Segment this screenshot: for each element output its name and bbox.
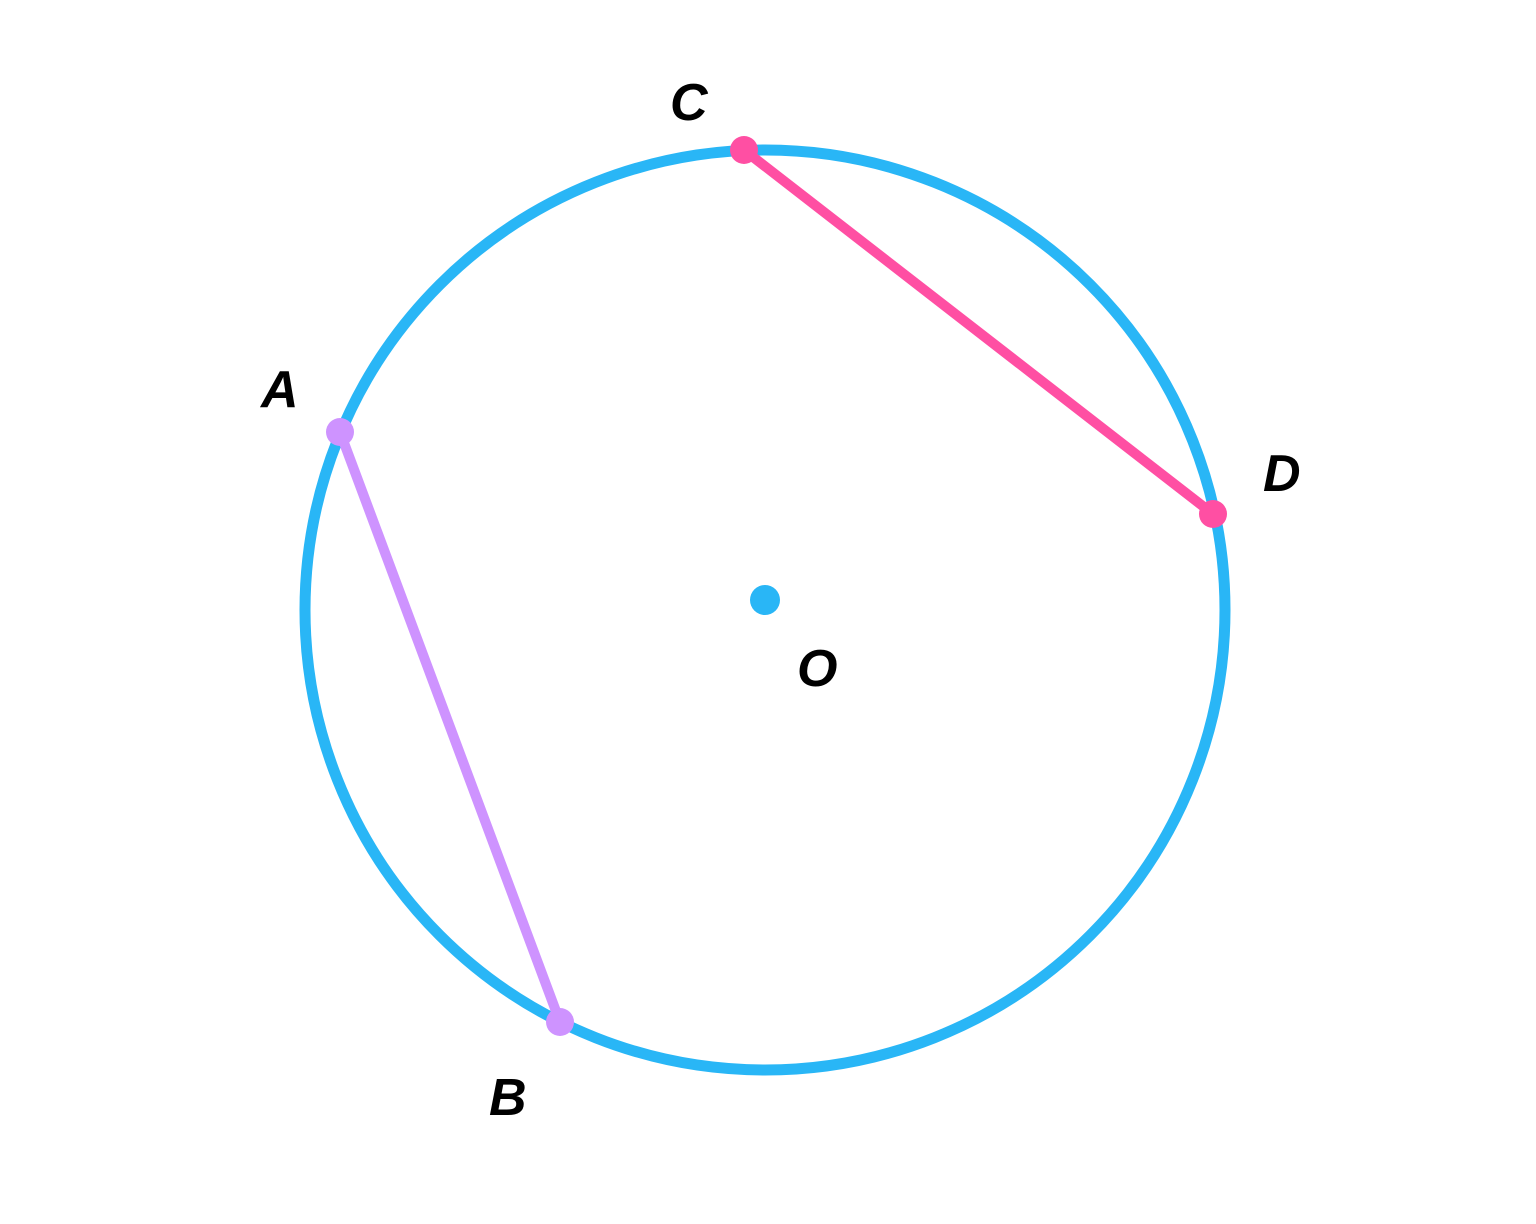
label-O: O	[797, 640, 837, 698]
point-C	[730, 136, 758, 164]
point-D	[1199, 500, 1227, 528]
label-A: A	[259, 361, 299, 419]
label-D: D	[1263, 445, 1301, 503]
geometry-diagram: A B C D O	[0, 0, 1536, 1224]
point-O	[750, 585, 780, 615]
point-B	[546, 1008, 574, 1036]
point-A	[326, 418, 354, 446]
label-B: B	[489, 1069, 527, 1127]
label-C: C	[670, 74, 709, 132]
